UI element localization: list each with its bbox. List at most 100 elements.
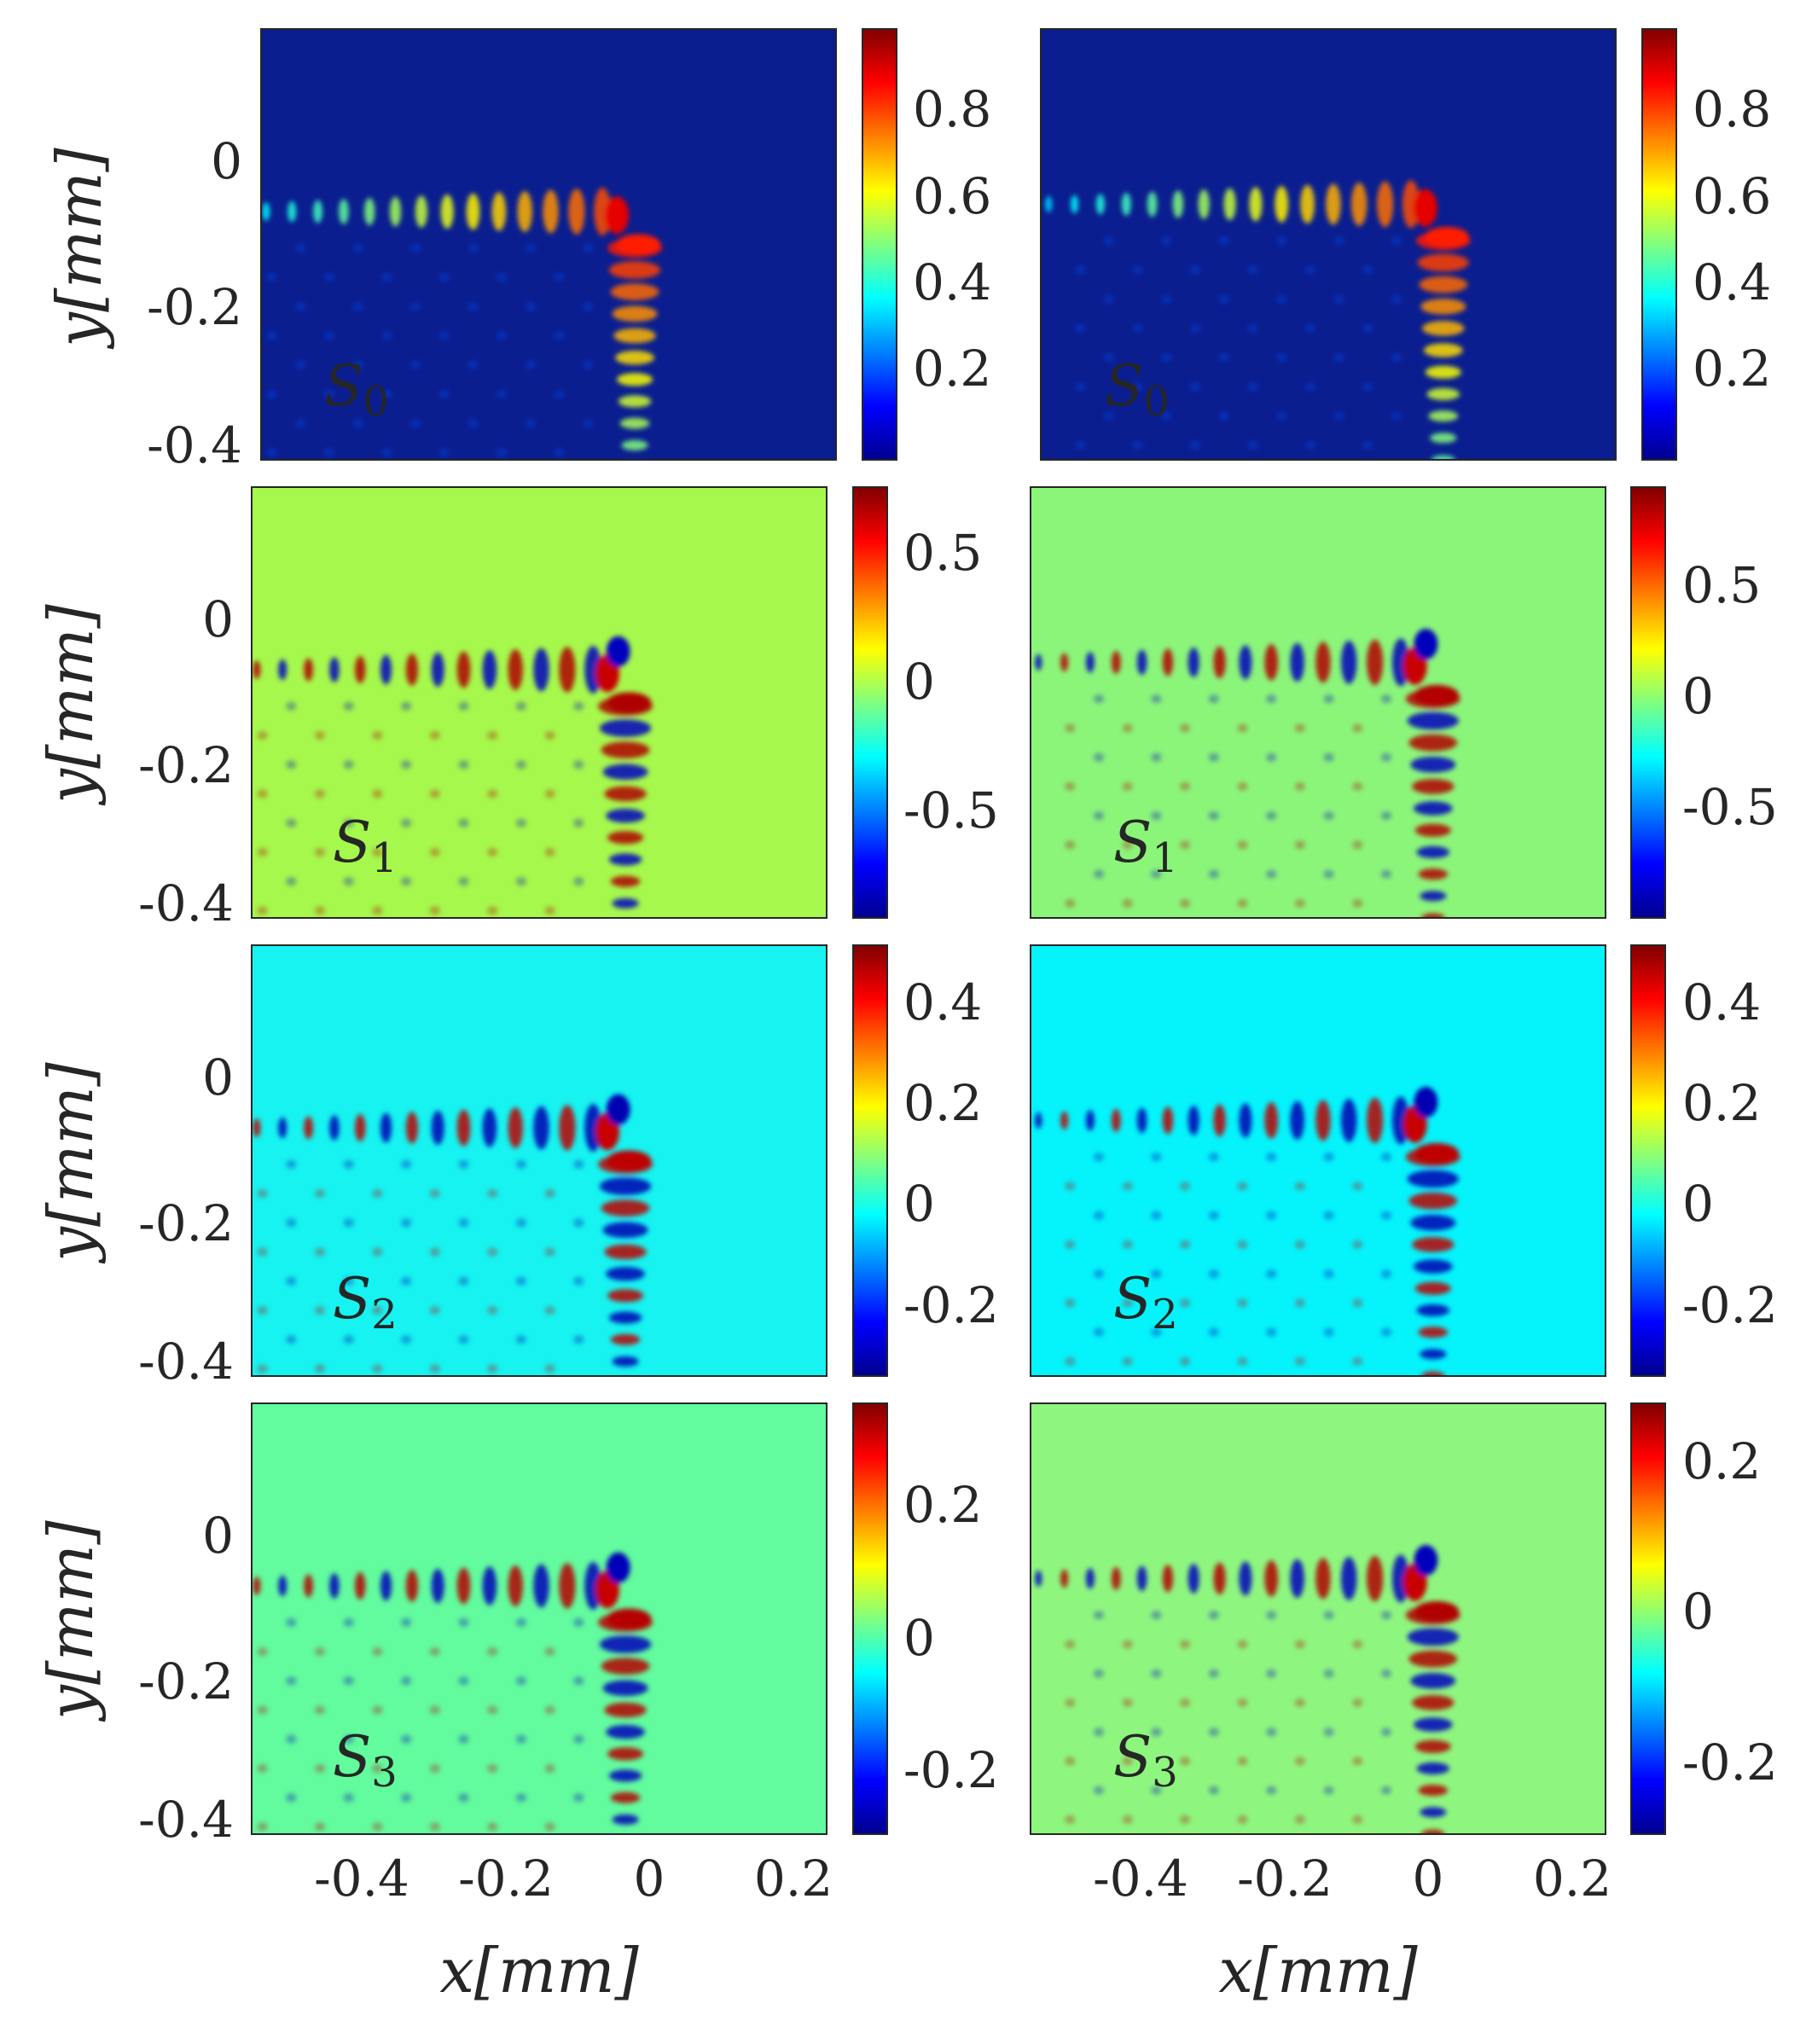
y-tick-label: -0.2 <box>138 1652 234 1710</box>
field-lobe <box>1290 642 1304 682</box>
field-lobe <box>257 1247 268 1257</box>
field-lobe <box>515 1734 526 1744</box>
field-lobe <box>544 1764 555 1773</box>
field-lobe <box>228 1120 235 1136</box>
field-lobe <box>1417 253 1470 272</box>
field-lobe <box>1161 294 1172 304</box>
field-lobe <box>515 877 526 886</box>
field-lobe <box>1431 455 1455 460</box>
field-lobe <box>286 1676 297 1686</box>
field-lobe <box>1414 1545 1438 1576</box>
field-lobe <box>544 1189 555 1198</box>
field-lobe <box>1420 1349 1447 1360</box>
colorbar: 0.5 0 -0.5 <box>852 486 999 919</box>
plot-frame <box>251 944 828 1377</box>
field-lobe <box>1412 779 1455 794</box>
heatmap-features <box>228 1094 653 1373</box>
field-lobe <box>343 760 354 769</box>
field-lobe <box>431 652 444 688</box>
field-lobe <box>573 1218 584 1228</box>
field-lobe <box>573 1617 584 1627</box>
field-lobe <box>1362 382 1373 392</box>
colorbar: 0.2 0.4 0.6 0.8 <box>862 28 991 461</box>
field-lobe <box>1422 321 1465 336</box>
field-lobe <box>1352 1698 1363 1707</box>
field-lobe <box>1094 1153 1104 1162</box>
plot-frame <box>251 1402 828 1835</box>
field-lobe <box>1065 723 1076 733</box>
field-lobe <box>1208 1669 1219 1678</box>
field-lobe <box>315 906 325 915</box>
field-lobe <box>1391 353 1402 363</box>
field-lobe <box>610 283 659 300</box>
field-lobe <box>1266 752 1277 762</box>
field-lobe <box>1122 723 1133 733</box>
field-lobe <box>1094 811 1104 821</box>
field-lobe <box>1414 1600 1459 1622</box>
field-lobe <box>497 273 508 282</box>
field-lobe <box>438 273 450 282</box>
field-lobe <box>1294 1298 1305 1308</box>
field-lobe <box>613 328 656 344</box>
field-lobe <box>544 789 555 798</box>
colorbar-tick: -0.5 <box>903 781 999 839</box>
y-tick-label: 0 <box>202 1507 234 1565</box>
y-tick-label: 0 <box>211 132 242 190</box>
field-lobe <box>315 1306 325 1315</box>
field-lobe <box>1122 1698 1133 1707</box>
field-lobe <box>410 302 421 311</box>
field-lobe <box>429 848 440 857</box>
field-lobe <box>1237 1298 1248 1308</box>
panel-s1-right: S1 0.5 0 -0.5 <box>1030 486 1778 919</box>
field-lobe <box>401 1218 412 1228</box>
field-lobe <box>1294 781 1305 791</box>
heatmap-features <box>1035 1087 1460 1376</box>
field-lobe <box>429 1764 440 1773</box>
field-lobe <box>1315 642 1331 683</box>
field-lobe <box>304 1574 313 1598</box>
field-lobe <box>329 657 340 682</box>
field-lobe <box>1407 1628 1460 1646</box>
field-lobe <box>573 1793 584 1803</box>
colorbar: 0.4 0.2 0 -0.2 <box>1630 944 1778 1377</box>
field-lobe <box>1190 323 1201 333</box>
field-lobe <box>355 655 366 684</box>
field-lobe <box>568 189 585 235</box>
field-lobe <box>401 701 412 711</box>
field-lobe <box>1408 734 1458 752</box>
heatmap-features <box>1035 629 1460 918</box>
field-lobe <box>315 1189 325 1198</box>
field-lobe <box>606 1552 630 1583</box>
field-lobe <box>601 741 650 758</box>
colorbar: 0.5 0 -0.5 <box>1630 486 1778 919</box>
field-lobe <box>1147 191 1158 218</box>
y-tick-label: -0.4 <box>138 1333 234 1391</box>
field-lobe <box>1323 1669 1334 1678</box>
field-lobe <box>266 273 277 282</box>
field-lobe <box>315 1822 325 1832</box>
panel-label: S3 <box>1113 1724 1178 1797</box>
field-lobe <box>619 417 650 429</box>
field-lobe <box>583 360 594 369</box>
field-lobe <box>1294 1698 1305 1707</box>
field-lobe <box>1315 1100 1331 1141</box>
field-lobe <box>1266 694 1277 704</box>
field-lobe <box>1426 387 1460 401</box>
field-lobe <box>1151 1611 1162 1620</box>
field-lobe <box>429 789 440 798</box>
heatmap-features <box>1045 180 1471 460</box>
field-lobe <box>352 360 363 369</box>
field-lobe <box>1208 694 1219 704</box>
field-lobe <box>1416 845 1450 859</box>
field-lobe <box>380 654 392 685</box>
field-lobe <box>601 1199 650 1217</box>
field-lobe <box>1213 1104 1226 1137</box>
field-lobe <box>1151 1153 1162 1162</box>
field-lobe <box>257 1705 268 1715</box>
field-lobe <box>497 448 508 457</box>
heatmap-features <box>1035 1545 1460 1834</box>
field-lobe <box>606 809 645 823</box>
field-lobe <box>1414 684 1459 706</box>
field-lobe <box>1132 323 1143 333</box>
field-lobe <box>559 1105 576 1151</box>
